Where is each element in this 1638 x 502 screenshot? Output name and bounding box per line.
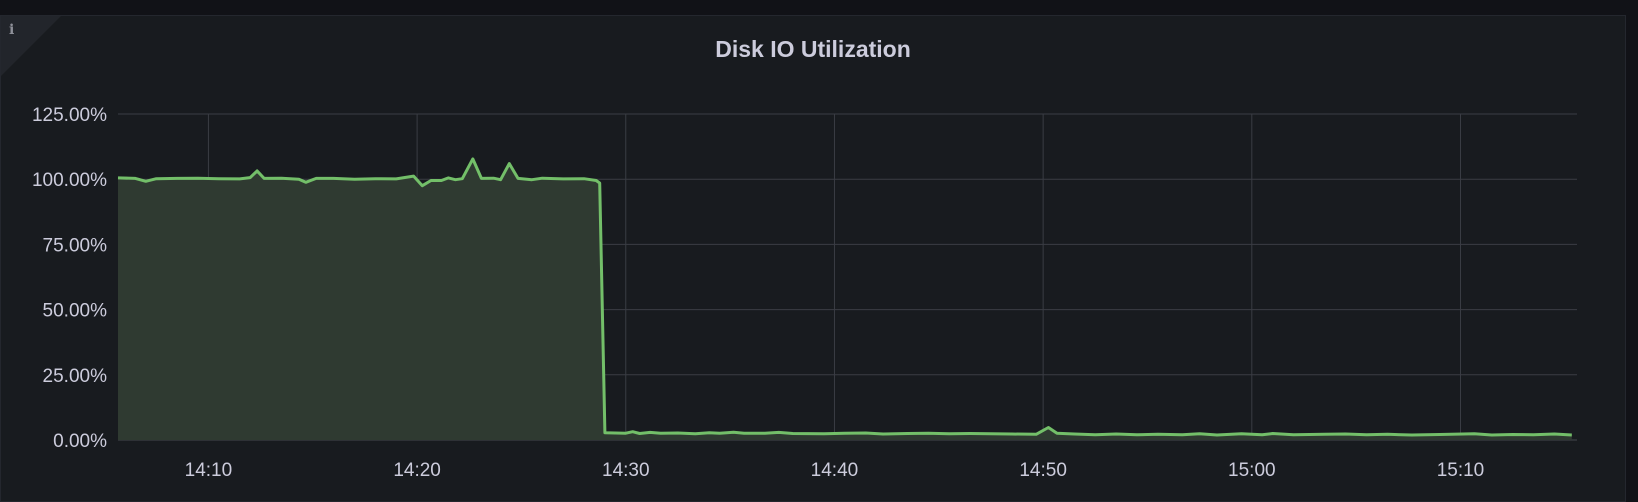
y-tick-label: 100.00% bbox=[32, 170, 107, 191]
y-tick-label: 50.00% bbox=[43, 301, 108, 322]
series-area-fill bbox=[118, 158, 1572, 440]
x-tick-label: 14:20 bbox=[393, 460, 441, 481]
y-tick-label: 0.00% bbox=[53, 431, 107, 452]
y-tick-label: 25.00% bbox=[43, 366, 108, 387]
info-icon[interactable]: i bbox=[9, 22, 15, 38]
panel-title: Disk IO Utilization bbox=[715, 36, 911, 62]
x-tick-label: 14:30 bbox=[602, 460, 650, 481]
x-tick-label: 14:40 bbox=[811, 460, 859, 481]
panel-info-corner[interactable] bbox=[1, 16, 61, 76]
x-tick-label: 14:50 bbox=[1019, 460, 1067, 481]
x-tick-label: 14:10 bbox=[185, 460, 233, 481]
y-tick-label: 75.00% bbox=[43, 235, 108, 256]
series-line bbox=[117, 157, 1572, 437]
y-tick-label: 125.00% bbox=[32, 105, 107, 126]
x-tick-label: 15:00 bbox=[1228, 460, 1276, 481]
x-tick-label: 15:10 bbox=[1437, 460, 1485, 481]
